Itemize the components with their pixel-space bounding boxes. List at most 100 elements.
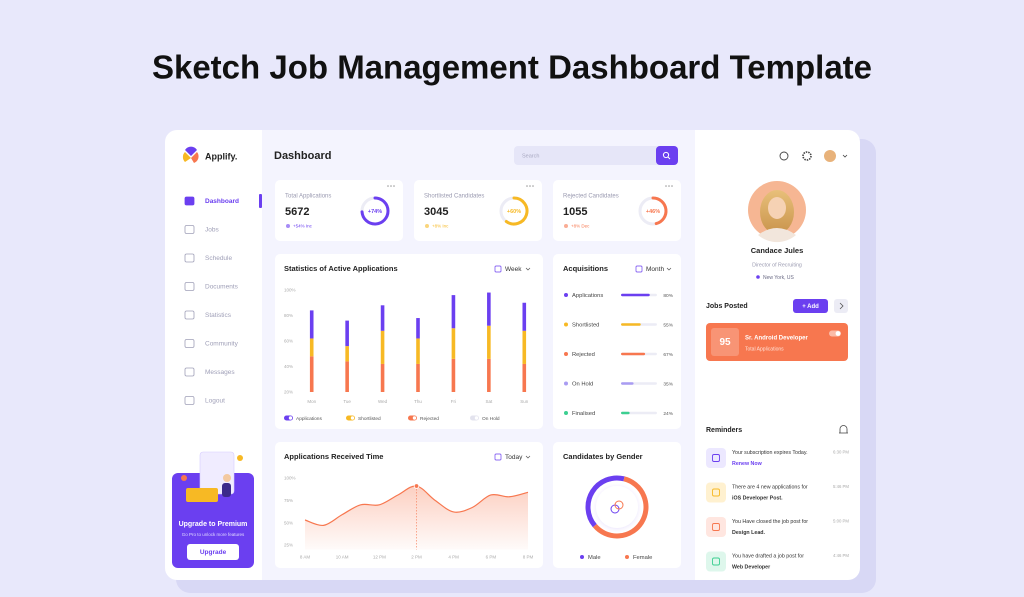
legend-label: Female <box>633 555 652 561</box>
reminder-detail: Design Lead. <box>732 530 765 536</box>
dropdown-icon <box>494 265 502 273</box>
help-icon[interactable] <box>779 151 789 161</box>
stat-ring-label: +46% <box>646 209 660 215</box>
chart-title: Applications Received Time <box>284 452 383 461</box>
chart-card <box>553 254 681 429</box>
x-tick-label: Tue <box>343 399 351 404</box>
nav-item[interactable]: Documents <box>205 284 239 291</box>
profile-name: Candace Jules <box>751 246 804 255</box>
stat-value: 5672 <box>285 206 309 218</box>
more-dot <box>526 185 528 187</box>
bar-segment <box>487 292 491 326</box>
donut-center <box>596 486 638 528</box>
x-tick-label: 4 PM <box>448 555 459 560</box>
x-tick-label: 2 PM <box>411 555 422 560</box>
bar-segment <box>451 328 456 359</box>
legend-toggle-knob <box>412 416 417 420</box>
user-avatar[interactable] <box>824 150 836 162</box>
job-title: Sr. Android Developer <box>745 336 808 342</box>
y-tick-label: 20% <box>284 390 293 395</box>
reminder-icon <box>712 454 720 462</box>
add-button[interactable] <box>793 299 828 313</box>
stat-title: Total Applications <box>285 194 331 200</box>
donut-segment <box>585 475 625 528</box>
dropdown-label[interactable]: Month <box>646 266 664 273</box>
nav-item[interactable]: Jobs <box>205 227 219 234</box>
stat-ring <box>651 196 668 226</box>
profile-location: New York, US <box>763 275 795 281</box>
page-title: Sketch Job Management Dashboard Template <box>152 49 872 86</box>
illustration-person <box>223 474 231 482</box>
dropdown-label[interactable]: Week <box>505 266 522 273</box>
job-count-box <box>711 328 739 356</box>
location-pin <box>756 275 760 279</box>
upgrade-button-label[interactable]: Upgrade <box>200 549 227 556</box>
gender-icon <box>614 500 624 510</box>
y-tick-label: 25% <box>284 543 293 548</box>
nav-item[interactable]: Logout <box>205 398 225 405</box>
stat-change: +54% Inc <box>293 224 313 229</box>
stat-card <box>275 180 403 241</box>
reminder-icon-bg <box>706 517 726 537</box>
reminder-text: You Have closed the job post for <box>732 519 808 525</box>
nav-item[interactable]: Schedule <box>205 255 232 262</box>
job-toggle-knob <box>835 331 841 336</box>
more-dot <box>390 185 392 187</box>
reminder-icon <box>712 557 720 566</box>
dropdown-icon <box>635 265 643 273</box>
bar-segment <box>522 302 527 331</box>
more-dot <box>668 185 670 187</box>
nav-item[interactable]: Dashboard <box>205 198 239 205</box>
donut-segment <box>592 476 649 539</box>
x-tick-label: 12 PM <box>373 555 386 560</box>
legend-label: Male <box>588 555 601 561</box>
more-dot <box>532 185 534 187</box>
legend-label: Applications <box>296 416 322 422</box>
job-card[interactable] <box>706 323 848 361</box>
reminder-text: There are 4 new applications for <box>732 484 808 490</box>
bar-segment <box>345 346 349 362</box>
x-tick-label: Sat <box>485 399 493 404</box>
legend-label: Rejected <box>420 416 439 422</box>
x-tick-label: Mon <box>307 399 316 404</box>
value-label: 35% <box>663 381 673 387</box>
x-tick-label: Wed <box>378 399 388 404</box>
reminder-icon <box>712 488 720 497</box>
chart-title: Acquisitions <box>563 264 608 273</box>
dropdown-caret <box>525 455 531 459</box>
stat-change-icon <box>286 224 290 228</box>
dropdown-label[interactable]: Today <box>505 454 523 461</box>
legend-dot <box>564 293 568 297</box>
dropdown-icon <box>494 453 502 461</box>
nav-item[interactable]: Community <box>205 341 239 348</box>
value-label: 67% <box>663 352 673 358</box>
settings-icon[interactable] <box>802 151 812 161</box>
next-button[interactable] <box>834 299 848 313</box>
x-tick-label: Sun <box>520 399 529 404</box>
search-icon <box>662 151 670 159</box>
legend-toggle-knob <box>350 416 355 420</box>
section-title: Jobs Posted <box>706 303 748 310</box>
add-button-label[interactable]: + Add <box>802 304 819 310</box>
nav-item[interactable]: Statistics <box>205 312 232 319</box>
stat-change-icon <box>425 224 429 228</box>
stat-title: Shortlisted Candidates <box>424 194 484 200</box>
stat-change-icon <box>564 224 568 228</box>
upgrade-text: Go Pro to unlock more features <box>182 532 245 537</box>
stat-change: +8% Inc <box>432 224 449 229</box>
nav-item[interactable]: Messages <box>205 369 235 376</box>
y-tick-label: 80% <box>284 313 293 318</box>
bar-segment <box>345 320 349 347</box>
category-label: Rejected <box>572 352 595 358</box>
search-button[interactable] <box>656 146 678 165</box>
upgrade-button[interactable] <box>187 544 239 560</box>
progress-bar <box>621 352 646 356</box>
value-label: 55% <box>663 322 673 328</box>
search-box[interactable] <box>514 146 678 165</box>
y-tick-label: 100% <box>284 288 296 293</box>
nav-icon <box>184 339 195 348</box>
illustration-person <box>222 483 231 497</box>
progress-bar <box>621 411 630 415</box>
legend-dot <box>564 411 568 415</box>
nav-icon <box>184 225 195 234</box>
